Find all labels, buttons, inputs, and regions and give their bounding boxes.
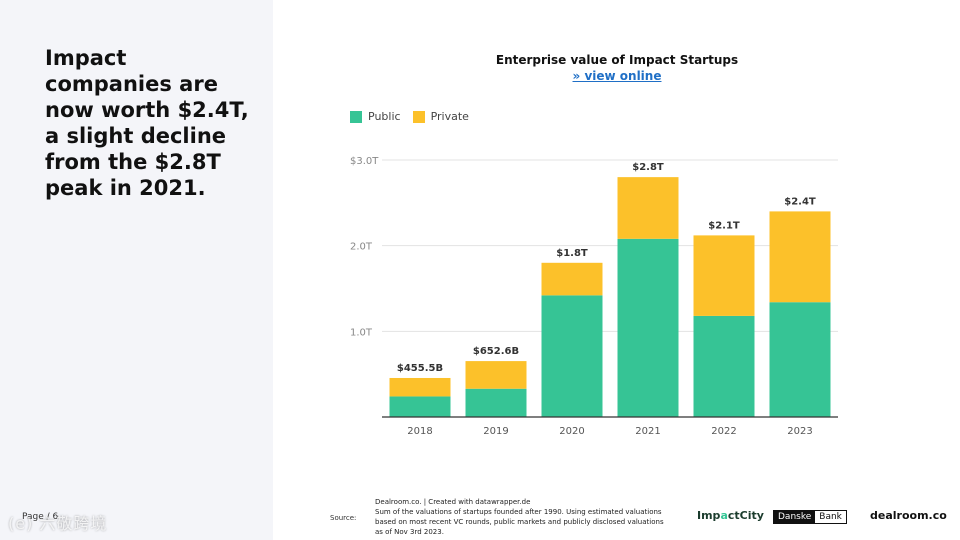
y-tick-label-1: 2.0T — [350, 242, 373, 253]
source-text: Dealroom.co. | Created with datawrapper.… — [375, 497, 665, 537]
x-tick-label-2020: 2020 — [559, 426, 584, 437]
y-tick-label-0: 1.0T — [350, 327, 373, 338]
source-label: Source: — [330, 514, 357, 522]
source-line-1: Dealroom.co. | Created with datawrapper.… — [375, 498, 531, 506]
impactcity-logo: ImpactCity — [697, 509, 764, 522]
y-tick-label-2: $3.0T — [350, 156, 379, 167]
bar-public-2018 — [389, 396, 451, 417]
danske-bank-logo: Danske Bank — [773, 510, 847, 524]
legend-label-private: Private — [430, 110, 469, 123]
x-tick-label-2023: 2023 — [787, 426, 812, 437]
total-label-2023: $2.4T — [784, 196, 816, 207]
bar-private-2022 — [693, 235, 755, 316]
bar-private-2019 — [465, 361, 527, 389]
headline: Impact companies are now worth $2.4T, a … — [45, 46, 249, 200]
x-tick-label-2021: 2021 — [635, 426, 660, 437]
total-label-2022: $2.1T — [708, 220, 740, 231]
dealroom-logo: dealroom.co — [870, 509, 947, 522]
x-tick-label-2022: 2022 — [711, 426, 736, 437]
impactcity-logo-part-2: a — [720, 509, 728, 522]
total-label-2019: $652.6B — [473, 346, 519, 357]
view-online-link[interactable]: » view online — [572, 69, 662, 83]
bar-private-2021 — [617, 177, 679, 239]
total-label-2018: $455.5B — [397, 363, 443, 374]
x-tick-label-2019: 2019 — [483, 426, 508, 437]
chart-title: Enterprise value of Impact Startups — [495, 53, 739, 67]
total-label-2021: $2.8T — [632, 162, 664, 173]
legend-item-public: Public — [350, 110, 401, 123]
bar-private-2020 — [541, 262, 603, 296]
bar-public-2023 — [769, 302, 831, 417]
bar-public-2020 — [541, 295, 603, 417]
legend-label-public: Public — [368, 110, 401, 123]
x-tick-label-2018: 2018 — [407, 426, 432, 437]
legend-item-private: Private — [412, 110, 469, 123]
impactcity-logo-part-3: ctCity — [727, 509, 764, 522]
impactcity-logo-part-1: Imp — [697, 509, 721, 522]
page-number: Page / 6 — [22, 512, 59, 522]
bar-private-2023 — [769, 211, 831, 303]
legend-swatch-private — [412, 110, 425, 123]
legend-swatch-public — [350, 110, 362, 123]
total-label-2020: $1.8T — [556, 248, 588, 259]
bar-public-2019 — [465, 388, 527, 417]
bar-private-2018 — [389, 377, 451, 397]
bar-public-2021 — [617, 238, 679, 417]
sidebar-panel: Impact companies are now worth $2.4T, a … — [0, 0, 273, 540]
bar-public-2022 — [693, 315, 755, 417]
danske-logo-part-2: Bank — [815, 511, 846, 523]
watermark: (e) 六敬跨境 — [8, 514, 108, 533]
danske-logo-part-1: Danske — [774, 511, 816, 523]
chart-legend: Public Private — [350, 110, 481, 123]
source-line-2: Sum of the valuations of startups founde… — [375, 508, 664, 536]
